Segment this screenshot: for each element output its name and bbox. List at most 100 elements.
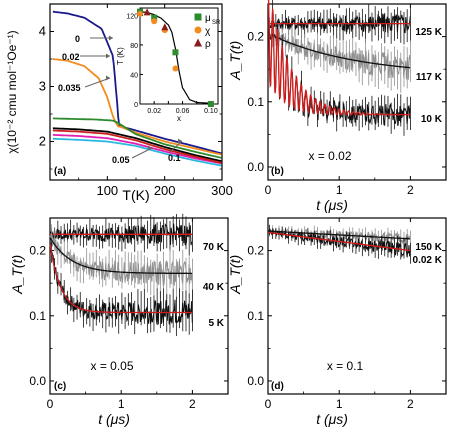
panel-d-x-tick-label: 2 bbox=[407, 397, 414, 411]
panel-d-frame bbox=[267, 217, 447, 395]
inset-point-circle bbox=[151, 18, 158, 25]
series-label: 117 K bbox=[416, 72, 443, 83]
fit-line-0.02K bbox=[267, 231, 411, 252]
series-line-0.02 bbox=[52, 58, 222, 156]
panel-c-x-tick-label: 2 bbox=[189, 397, 196, 411]
series-line-0.05 bbox=[52, 134, 222, 165]
series-line-extra-6 bbox=[52, 129, 222, 164]
series-label: 5 K bbox=[208, 318, 224, 329]
panel-label-c: (c) bbox=[54, 381, 66, 392]
series-label: 10 K bbox=[421, 114, 443, 125]
annotation-arrowhead bbox=[106, 53, 110, 59]
inset-legend-label: μ bbox=[205, 13, 211, 24]
panel-a-x-tick-label: 200 bbox=[154, 183, 176, 198]
panel-a-y-tick-label: 2 bbox=[39, 134, 46, 149]
inset-legend-marker bbox=[194, 38, 202, 47]
inset-legend-marker bbox=[194, 26, 202, 34]
panel-a-y-tick-label: 4 bbox=[39, 24, 46, 39]
panel-c-y-tick-label: 0.0 bbox=[29, 374, 46, 388]
inset-x-tick-label: 0.06 bbox=[176, 108, 190, 115]
inset-legend-label: χ bbox=[205, 26, 211, 37]
annotation-arrowhead bbox=[106, 75, 110, 81]
series-label: 70 K bbox=[203, 242, 225, 253]
series-label: 0.02 K bbox=[413, 255, 443, 266]
series-annotation: 0.1 bbox=[168, 153, 181, 163]
series-line-0.1 bbox=[52, 137, 222, 167]
panel-b-xlabel: t (μs) bbox=[316, 197, 348, 213]
panel-c-ylabel: A_T(t) bbox=[9, 255, 25, 295]
series-label: 40 K bbox=[203, 282, 225, 293]
panel-b-ylabel: A_T(t) bbox=[227, 41, 243, 81]
annotation-arrowhead bbox=[109, 35, 113, 41]
fit-line-40K bbox=[49, 237, 193, 275]
inset-point-square bbox=[172, 49, 179, 56]
inset-legend-marker bbox=[194, 13, 202, 21]
panel-b-annotation: x = 0.02 bbox=[308, 149, 351, 163]
series-label: 125 K bbox=[415, 27, 442, 38]
inset-y-tick-label: 0 bbox=[134, 102, 138, 109]
panel-d-ylabel: A_T(t) bbox=[227, 255, 243, 295]
panel-c-frame bbox=[49, 217, 229, 395]
inset-legend-label: ρ bbox=[205, 39, 211, 50]
panel-d-y-tick-label: 0.1 bbox=[247, 309, 264, 323]
inset-ylabel: T (K) bbox=[116, 47, 125, 65]
inset-x-tick-label: 0.10 bbox=[204, 108, 218, 115]
series-annotation: 0 bbox=[75, 34, 80, 44]
panel-d-x-tick-label: 1 bbox=[336, 397, 343, 411]
panel-a-ylabel: χ(10⁻² cmu mol⁻¹Oe⁻¹) bbox=[5, 30, 19, 153]
series-line-0.035 bbox=[52, 117, 222, 159]
annotation-arrow bbox=[169, 140, 183, 153]
panel-a-y-tick-label: 3 bbox=[39, 79, 46, 94]
series-line-0 bbox=[52, 10, 222, 155]
inset-point-circle bbox=[137, 10, 143, 17]
data-trace-117K bbox=[267, 24, 411, 80]
panel-label-d: (d) bbox=[271, 381, 284, 392]
annotation-arrowhead bbox=[178, 138, 182, 144]
fit-line-5K bbox=[49, 243, 193, 314]
inset-phase-curve bbox=[139, 11, 211, 104]
panel-a-x-tick-label: 300 bbox=[211, 183, 233, 198]
series-label: 150 K bbox=[415, 242, 442, 253]
panel-label-a: (a) bbox=[54, 166, 66, 177]
panel-c-xlabel: t (μs) bbox=[98, 411, 130, 427]
inset-point-square bbox=[151, 14, 158, 21]
inset-point-circle bbox=[172, 65, 179, 72]
panel-b-y-tick-label: 0.1 bbox=[247, 95, 264, 109]
inset-point-square bbox=[207, 101, 214, 107]
inset-legend-sub: SR bbox=[212, 20, 221, 26]
panel-b-y-tick-label: 0.0 bbox=[247, 160, 264, 174]
panel-c-annotation: x = 0.05 bbox=[90, 359, 133, 373]
panel-b-x-tick-label: 1 bbox=[336, 183, 343, 197]
inset-y-tick-label: 40 bbox=[130, 72, 138, 79]
panel-b-frame bbox=[267, 3, 447, 181]
series-annotation: 0.02 bbox=[62, 52, 80, 62]
fit-line-117K bbox=[267, 23, 411, 69]
panel-b-y-tick-label: 0.2 bbox=[247, 30, 264, 44]
panel-c-x-tick-label: 1 bbox=[118, 397, 125, 411]
panel-d-y-tick-label: 0.0 bbox=[247, 374, 264, 388]
annotation-arrowhead bbox=[148, 145, 152, 151]
inset-xlabel: x bbox=[177, 114, 181, 123]
panel-b-x-tick-label: 2 bbox=[407, 183, 414, 197]
panel-label-b: (b) bbox=[271, 166, 284, 177]
inset-x-tick-label: 0.02 bbox=[147, 108, 161, 115]
panel-c-y-tick-label: 0.1 bbox=[29, 309, 46, 323]
panel-d-x-tick-label: 0 bbox=[265, 397, 272, 411]
panel-d-annotation: x = 0.1 bbox=[327, 359, 364, 373]
panel-c-x-tick-label: 0 bbox=[47, 397, 54, 411]
inset-point-triangle bbox=[143, 8, 151, 16]
series-annotation: 0.035 bbox=[58, 83, 81, 93]
inset-y-tick-label: 120 bbox=[126, 13, 138, 20]
panel-d-y-tick-label: 0.2 bbox=[247, 244, 264, 258]
inset-y-tick-label: 80 bbox=[130, 43, 138, 50]
panel-a-xlabel: T(K) bbox=[122, 187, 149, 203]
panel-c-y-tick-label: 0.2 bbox=[29, 244, 46, 258]
panel-d-xlabel: t (μs) bbox=[316, 411, 348, 427]
annotation-arrow bbox=[84, 77, 111, 88]
series-annotation: 0.05 bbox=[112, 155, 130, 165]
panel-a-x-tick-label: 100 bbox=[96, 183, 118, 198]
panel-b-x-tick-label: 0 bbox=[265, 183, 272, 197]
fit-line-10K bbox=[267, 0, 411, 116]
series-line-extra-5 bbox=[52, 127, 222, 163]
